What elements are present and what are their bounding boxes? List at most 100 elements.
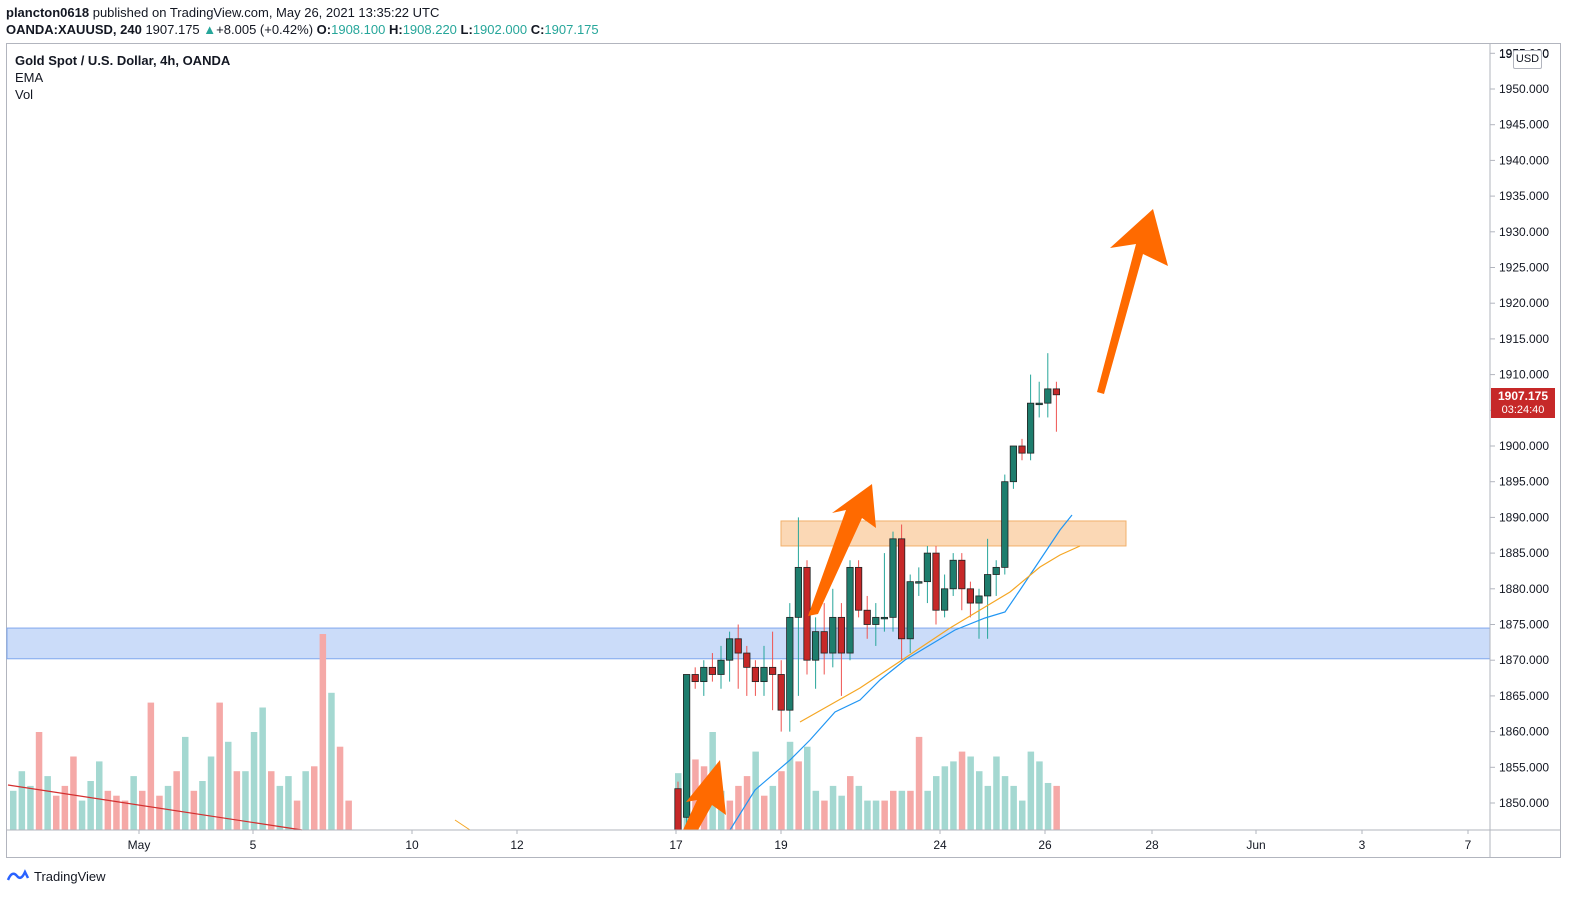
symbol-label: OANDA:XAUUSD, 240 [6, 22, 142, 37]
candle [949, 553, 957, 596]
candle [1009, 445, 1018, 489]
candle [966, 581, 975, 618]
price-change: +8.005 (+0.42%) [216, 22, 314, 37]
volume-bar [847, 776, 854, 830]
time-axis-label: 17 [669, 838, 683, 852]
volume-bar [78, 800, 86, 830]
candle [803, 560, 811, 675]
time-axis-label: 7 [1465, 838, 1472, 852]
volume-bar [778, 771, 785, 830]
volume-bar [147, 702, 155, 830]
candle [975, 588, 983, 639]
volume-bar [130, 776, 137, 830]
candle [984, 538, 992, 639]
candle-body [992, 566, 1000, 575]
volume-bar [18, 771, 26, 830]
candle-body [769, 666, 777, 675]
volume-bar [216, 702, 223, 830]
candle [760, 645, 768, 696]
volume-bar [752, 751, 759, 830]
price-tag-value: 1907.175 [1497, 389, 1549, 403]
time-axis-label: 28 [1145, 838, 1159, 852]
price-axis-label: 1865.000 [1499, 689, 1549, 703]
time-axis-label: 5 [250, 838, 257, 852]
volume-bar [311, 766, 318, 830]
candle-body [880, 616, 889, 620]
candle-body [1001, 481, 1009, 568]
candle-body [708, 666, 717, 675]
volume-bar [1053, 785, 1060, 830]
volume-bar [225, 741, 232, 830]
legend-ema[interactable]: EMA [15, 70, 44, 85]
volume-bar [319, 634, 327, 830]
candle-body [820, 631, 828, 654]
candle-body [915, 581, 923, 584]
volume-bar [769, 785, 777, 830]
candle [863, 595, 871, 639]
candle [872, 603, 880, 646]
legend-vol[interactable]: Vol [15, 87, 34, 102]
candle-body [932, 552, 940, 611]
volume-bar [735, 785, 742, 830]
volume-bar [250, 732, 258, 830]
volume-bar [242, 771, 249, 830]
last-price: 1907.175 [145, 22, 200, 37]
price-axis-label: 1875.000 [1499, 618, 1549, 632]
candle [1018, 438, 1026, 461]
candle [837, 603, 846, 696]
time-axis-label: 10 [405, 838, 419, 852]
ema-slow-line [799, 545, 1081, 723]
price-axis-label: 1860.000 [1499, 725, 1549, 739]
volume-bar [61, 785, 69, 830]
volume-bar [113, 795, 120, 830]
candle-body [726, 638, 734, 661]
volume-bar [890, 790, 897, 830]
price-axis-label: 1870.000 [1499, 653, 1549, 667]
candle [743, 645, 751, 696]
candle [932, 545, 940, 625]
close-label: C: [530, 22, 545, 37]
volume-bar [933, 776, 940, 830]
volume-bar [302, 771, 309, 830]
candle-body [923, 552, 932, 583]
volume-bar [1019, 800, 1026, 830]
up-triangle-icon: ▲ [203, 22, 217, 37]
volume-bar [27, 785, 34, 830]
candle [700, 660, 708, 696]
candle-body [674, 788, 682, 831]
price-axis-label: 1890.000 [1499, 510, 1549, 524]
footer-brand[interactable]: TradingView [6, 868, 106, 884]
volume-bar [35, 732, 43, 830]
volume-bar [786, 741, 794, 830]
candle [726, 631, 734, 682]
volume-bar [139, 790, 146, 830]
candle-body [1052, 388, 1060, 396]
price-axis-label: 1945.000 [1499, 118, 1549, 132]
price-tag-countdown: 03:24:40 [1501, 404, 1545, 416]
candle [751, 660, 760, 696]
candle [846, 560, 854, 661]
currency-badge[interactable]: USD [1513, 50, 1542, 69]
candle [941, 574, 949, 618]
arrow-up-mid-icon [808, 484, 876, 616]
candle-body [743, 652, 751, 668]
volume-bar [276, 785, 284, 830]
candle [683, 674, 691, 830]
resistance-zone [780, 520, 1127, 547]
candle-body [829, 616, 837, 654]
volume-bar [821, 800, 828, 830]
time-axis-label: May [128, 838, 151, 852]
publisher-username[interactable]: plancton0618 [6, 5, 90, 20]
candle-body [1044, 388, 1052, 404]
chart-frame[interactable] [6, 43, 1561, 858]
volume-bar [726, 800, 734, 830]
candle [1044, 353, 1052, 418]
price-axis-label: 1855.000 [1499, 760, 1549, 774]
footer-brand-text: TradingView [34, 868, 106, 884]
candle-body [846, 566, 854, 654]
legend-title[interactable]: Gold Spot / U.S. Dollar, 4h, OANDA [15, 53, 231, 68]
candle-body [1018, 445, 1026, 454]
candle [708, 653, 717, 682]
volume-bar [336, 746, 344, 830]
